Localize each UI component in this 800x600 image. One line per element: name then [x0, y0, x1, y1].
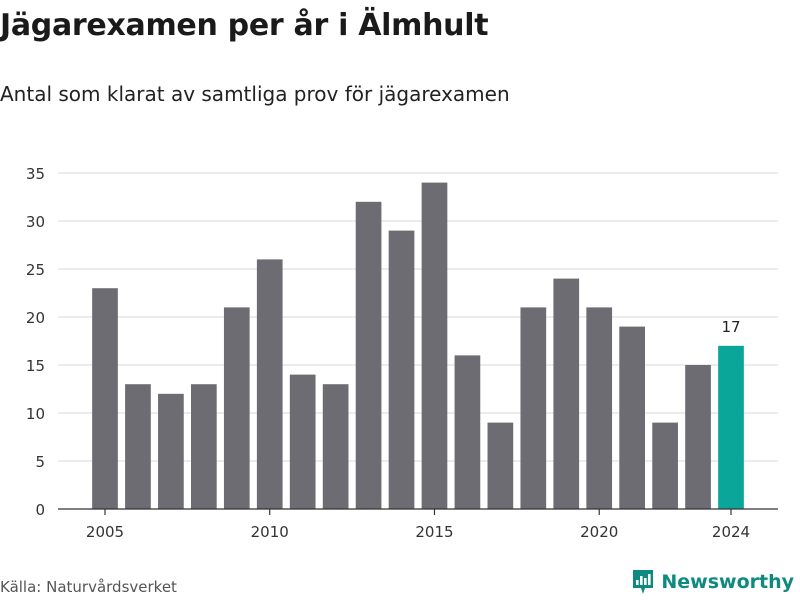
bar — [586, 307, 613, 509]
y-tick-label: 20 — [26, 309, 45, 327]
x-tick-label: 2005 — [86, 523, 124, 541]
x-tick-label: 2020 — [580, 523, 618, 541]
chart-subtitle: Antal som klarat av samtliga prov för jä… — [0, 82, 510, 106]
source-note: Källa: Naturvårdsverket — [0, 578, 177, 596]
data-label: 17 — [721, 318, 740, 336]
bar — [322, 384, 349, 509]
bar — [520, 307, 547, 509]
bar — [125, 384, 151, 509]
bar — [158, 393, 184, 509]
brand-name: Newsworthy — [661, 571, 794, 593]
bar-highlight — [718, 345, 744, 509]
y-tick-label: 5 — [35, 453, 45, 471]
bar — [256, 259, 283, 509]
bar — [685, 365, 711, 509]
bar — [454, 355, 481, 509]
y-tick-label: 0 — [35, 501, 45, 519]
bar — [223, 307, 250, 509]
y-tick-label: 10 — [26, 405, 45, 423]
brand: Newsworthy — [631, 568, 794, 596]
bar — [487, 422, 514, 509]
bar — [421, 182, 448, 509]
chart-title: Jägarexamen per år i Älmhult — [0, 8, 489, 43]
y-tick-label: 15 — [26, 357, 45, 375]
y-tick-label: 35 — [26, 165, 45, 183]
newsworthy-logo-icon — [633, 570, 654, 594]
bar — [355, 201, 382, 510]
bar — [652, 422, 678, 509]
bar — [553, 278, 580, 509]
y-tick-label: 30 — [26, 213, 45, 231]
bar — [619, 326, 646, 509]
x-tick-label: 2015 — [415, 523, 453, 541]
bar — [388, 230, 415, 509]
y-tick-label: 25 — [26, 261, 45, 279]
x-tick-label: 2010 — [251, 523, 289, 541]
bar — [289, 374, 316, 509]
x-tick-label: 2024 — [712, 523, 750, 541]
bar — [92, 288, 118, 509]
bar — [190, 384, 217, 509]
